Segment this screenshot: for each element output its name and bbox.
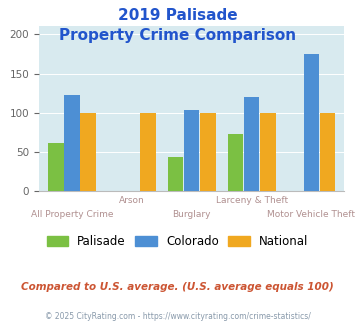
Bar [244,97,260,191]
Bar [48,144,64,191]
Text: Motor Vehicle Theft: Motor Vehicle Theft [267,210,355,218]
Bar [228,134,243,191]
Text: All Property Crime: All Property Crime [31,210,113,218]
Bar [320,113,335,191]
Text: Burglary: Burglary [173,210,211,218]
Text: Larceny & Theft: Larceny & Theft [215,196,288,205]
Bar [304,54,319,191]
Text: 2019 Palisade: 2019 Palisade [118,8,237,23]
Bar [184,110,200,191]
Bar [80,113,96,191]
Bar [168,157,183,191]
Text: Arson: Arson [119,196,145,205]
Text: Property Crime Comparison: Property Crime Comparison [59,28,296,43]
Bar [260,113,275,191]
Bar [64,95,80,191]
Bar [140,113,156,191]
Text: © 2025 CityRating.com - https://www.cityrating.com/crime-statistics/: © 2025 CityRating.com - https://www.city… [45,312,310,321]
Bar [200,113,215,191]
Legend: Palisade, Colorado, National: Palisade, Colorado, National [47,235,308,248]
Text: Compared to U.S. average. (U.S. average equals 100): Compared to U.S. average. (U.S. average … [21,282,334,292]
